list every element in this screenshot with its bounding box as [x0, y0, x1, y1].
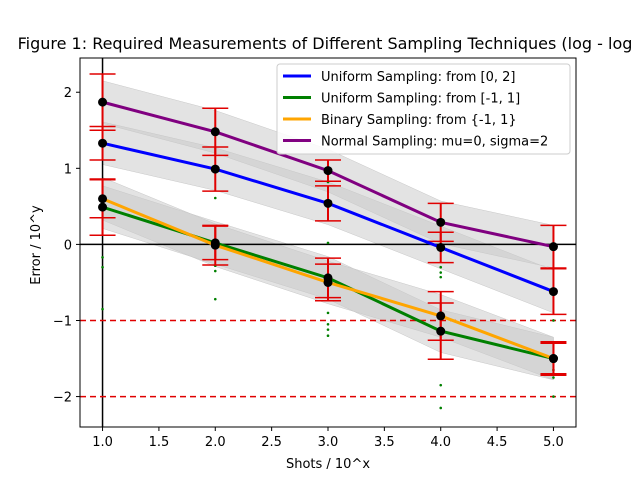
scatter-point — [213, 196, 217, 200]
scatter-point — [326, 328, 330, 331]
legend-box — [276, 63, 571, 155]
data-point — [323, 198, 333, 208]
scatter-point — [326, 241, 330, 245]
data-point — [436, 242, 446, 252]
data-point — [210, 164, 220, 174]
legend: Uniform Sampling: from [0, 2] Uniform Sam… — [276, 63, 571, 155]
y-tick-label: −2 — [53, 391, 72, 406]
y-axis-label: Error / 10^y — [29, 205, 44, 285]
legend-label: Normal Sampling: mu=0, sigma=2 — [321, 135, 548, 150]
scatter-point — [439, 271, 443, 274]
plot-area — [80, 58, 576, 427]
scatter-point — [101, 307, 104, 311]
scatter-point — [439, 406, 443, 410]
data-point — [98, 138, 108, 148]
data-point — [548, 242, 558, 252]
x-tick-label: 1.5 — [149, 435, 170, 450]
data-point — [436, 311, 446, 321]
legend-item: Uniform Sampling: from [-1, 1] — [283, 92, 520, 107]
scatter-point — [439, 275, 443, 279]
scatter-point — [101, 256, 104, 259]
data-point — [548, 354, 558, 364]
data-point — [436, 217, 446, 227]
y-tick-label: −1 — [53, 314, 72, 329]
scatter-point — [552, 319, 555, 322]
scatter-point — [439, 383, 443, 387]
legend-label: Uniform Sampling: from [-1, 1] — [321, 92, 520, 107]
legend-label: Uniform Sampling: from [0, 2] — [321, 70, 516, 85]
scatter-point — [213, 297, 217, 301]
scatter-point — [326, 311, 330, 315]
x-axis-label: Shots / 10^x — [286, 457, 370, 472]
scatter-point — [213, 269, 217, 273]
x-tick-label: 5.0 — [543, 435, 564, 450]
scatter-point — [552, 395, 555, 398]
legend-label: Binary Sampling: from {-1, 1} — [321, 113, 517, 128]
data-point — [548, 287, 558, 297]
scatter-point — [552, 376, 555, 379]
data-point — [98, 202, 108, 212]
x-tick-label: 2.0 — [205, 435, 226, 450]
data-point — [436, 326, 446, 336]
data-point — [210, 240, 220, 250]
data-point — [98, 97, 108, 107]
y-tick-label: 1 — [64, 162, 72, 177]
data-point — [323, 166, 333, 176]
chart-title: Figure 1: Required Measurements of Diffe… — [18, 34, 633, 53]
scatter-point — [326, 334, 330, 338]
y-tick-label: 0 — [64, 238, 72, 253]
x-tick-label: 1.0 — [92, 435, 113, 450]
scatter-point — [326, 322, 330, 326]
y-tick-label: 2 — [64, 86, 72, 101]
x-tick-label: 3.0 — [318, 435, 339, 450]
legend-item: Normal Sampling: mu=0, sigma=2 — [283, 135, 548, 150]
legend-item: Binary Sampling: from {-1, 1} — [283, 113, 517, 128]
legend-item: Uniform Sampling: from [0, 2] — [283, 70, 516, 85]
data-point — [210, 127, 220, 137]
data-point — [323, 277, 333, 287]
x-tick-label: 3.5 — [374, 435, 395, 450]
data-point — [98, 194, 108, 204]
x-tick-label: 4.5 — [487, 435, 508, 450]
scatter-point — [101, 265, 104, 269]
x-tick-label: 2.5 — [261, 435, 282, 450]
scatter-point — [439, 265, 443, 269]
x-tick-label: 4.0 — [430, 435, 451, 450]
